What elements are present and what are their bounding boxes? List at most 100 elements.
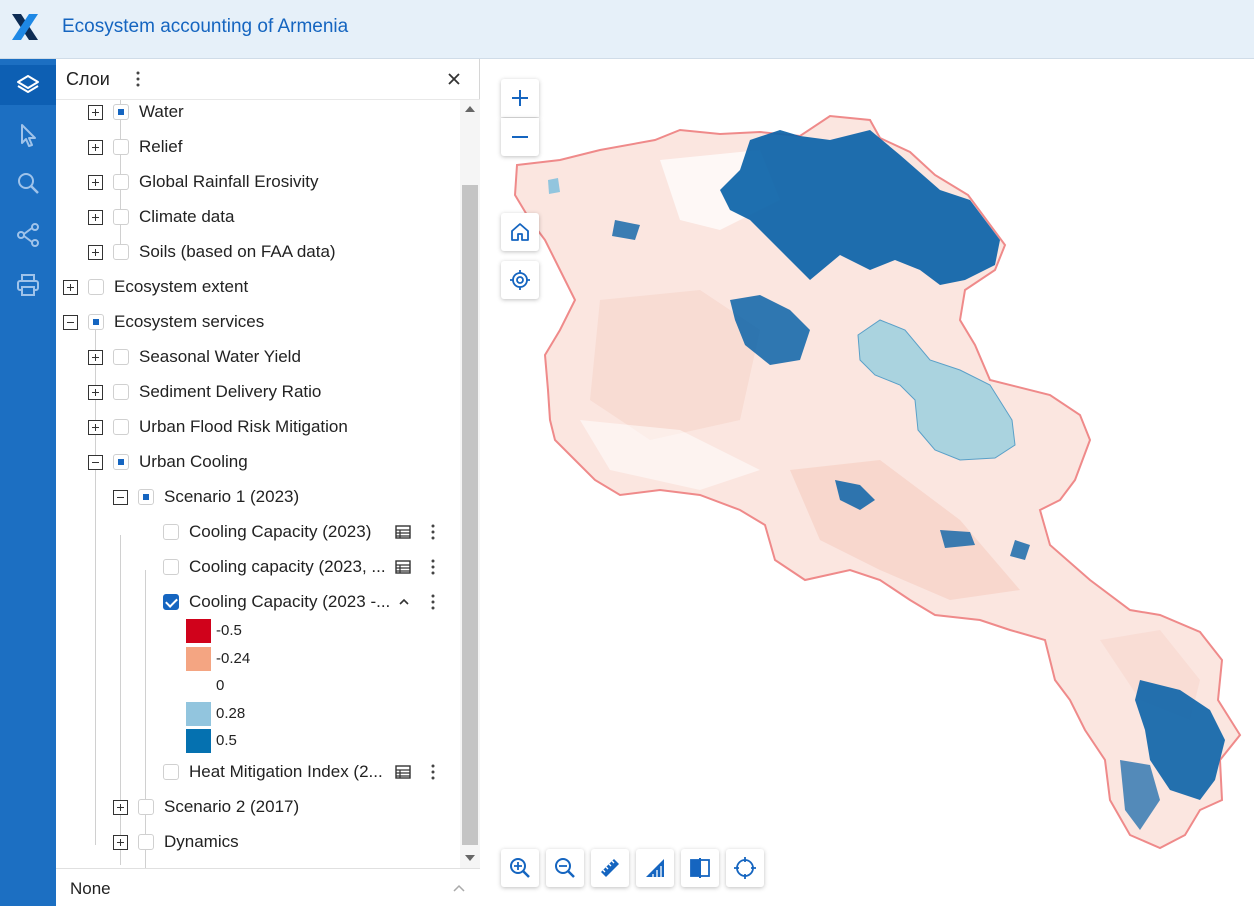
layers-button[interactable] <box>0 65 56 105</box>
scroll-down-arrow[interactable] <box>465 855 475 861</box>
layer-checkbox[interactable] <box>163 594 179 610</box>
layer-checkbox[interactable] <box>113 454 129 470</box>
attribute-table-icon[interactable] <box>394 558 412 576</box>
legend-swatch <box>186 647 211 671</box>
scroll-up-arrow[interactable] <box>465 106 475 112</box>
high-cooling-area <box>612 220 640 240</box>
layer-item-seasonal-water-yield[interactable]: Seasonal Water Yield <box>88 342 301 372</box>
zoom-out-tool-button[interactable] <box>546 849 584 887</box>
expand-icon[interactable] <box>88 209 103 225</box>
layer-checkbox[interactable] <box>88 279 104 295</box>
tree-guide <box>120 535 121 865</box>
layer-item-sediment-delivery[interactable]: Sediment Delivery Ratio <box>88 377 321 407</box>
measure-distance-button[interactable] <box>591 849 629 887</box>
layer-checkbox[interactable] <box>113 209 129 225</box>
search-button[interactable] <box>8 163 48 203</box>
left-toolbar <box>0 59 56 906</box>
more-vertical-icon[interactable] <box>424 763 442 781</box>
layer-checkbox[interactable] <box>113 174 129 190</box>
expand-icon[interactable] <box>88 419 103 435</box>
layer-checkbox[interactable] <box>163 764 179 780</box>
zoom-in-tool-button[interactable] <box>501 849 539 887</box>
layer-checkbox[interactable] <box>113 384 129 400</box>
expand-icon[interactable] <box>113 834 128 850</box>
layer-item-cooling-capacity-2023-b[interactable]: Cooling capacity (2023, ... <box>163 552 386 582</box>
layer-checkbox[interactable] <box>138 799 154 815</box>
layer-checkbox[interactable] <box>113 349 129 365</box>
layer-checkbox[interactable] <box>138 489 154 505</box>
layer-item-urban-flood[interactable]: Urban Flood Risk Mitigation <box>88 412 348 442</box>
expand-icon[interactable] <box>88 244 103 260</box>
layer-item-ecosystem-extent[interactable]: Ecosystem extent <box>63 272 248 302</box>
layer-label: Climate data <box>139 207 235 226</box>
collapse-icon[interactable] <box>113 489 128 505</box>
layer-checkbox[interactable] <box>113 244 129 260</box>
tree-scrollbar[interactable] <box>460 100 480 868</box>
map-view[interactable] <box>481 59 1254 906</box>
layer-label: Cooling capacity (2023, ... <box>189 557 386 576</box>
more-vertical-icon[interactable] <box>424 523 442 541</box>
collapse-icon[interactable] <box>63 314 78 330</box>
select-button[interactable] <box>8 115 48 155</box>
layer-item-ecosystem-services[interactable]: Ecosystem services <box>63 307 264 337</box>
layers-icon <box>17 75 39 93</box>
layer-item-climate-data[interactable]: Climate data <box>88 202 234 232</box>
expand-icon[interactable] <box>63 279 78 295</box>
attribute-table-icon[interactable] <box>394 763 412 781</box>
print-button[interactable] <box>8 265 48 305</box>
locate-icon <box>510 270 530 290</box>
layer-item-scenario-2[interactable]: Scenario 2 (2017) <box>113 792 299 822</box>
zoom-out-button[interactable] <box>501 118 539 156</box>
layer-item-relief[interactable]: Relief <box>88 132 182 162</box>
crosshair-icon <box>734 857 756 879</box>
layer-item-dynamics[interactable]: Dynamics <box>113 827 239 857</box>
home-button[interactable] <box>501 213 539 251</box>
expand-icon[interactable] <box>88 174 103 190</box>
layer-item-rainfall-erosivity[interactable]: Global Rainfall Erosivity <box>88 167 319 197</box>
layer-tree: Water Relief Global Rainfall Erosivity C… <box>56 100 460 868</box>
layer-checkbox[interactable] <box>113 419 129 435</box>
more-vertical-icon[interactable] <box>424 558 442 576</box>
x-logo[interactable] <box>10 12 40 42</box>
app-header: Ecosystem accounting of Armenia <box>0 0 1254 59</box>
chevron-up-icon[interactable] <box>395 593 413 611</box>
layer-item-cooling-capacity-2023-c[interactable]: Cooling Capacity (2023 -... <box>163 587 390 617</box>
attribute-table-icon[interactable] <box>394 523 412 541</box>
locate-button[interactable] <box>501 261 539 299</box>
expand-icon[interactable] <box>88 349 103 365</box>
armenia-map[interactable] <box>481 59 1254 906</box>
crosshair-button[interactable] <box>726 849 764 887</box>
basemap-selector[interactable]: None <box>56 868 480 906</box>
layer-label: Global Rainfall Erosivity <box>139 172 319 191</box>
expand-icon[interactable] <box>88 139 103 155</box>
layer-item-cooling-capacity-2023[interactable]: Cooling Capacity (2023) <box>163 517 371 547</box>
measure-area-button[interactable] <box>636 849 674 887</box>
layer-checkbox[interactable] <box>138 834 154 850</box>
panel-header: Слои <box>56 59 480 100</box>
layer-item-heat-mitigation-index[interactable]: Heat Mitigation Index (2... <box>163 757 383 787</box>
zoom-in-button[interactable] <box>501 79 539 117</box>
expand-icon[interactable] <box>113 799 128 815</box>
layer-checkbox[interactable] <box>88 314 104 330</box>
more-vertical-icon[interactable] <box>424 593 442 611</box>
tree-guide <box>145 570 146 868</box>
layer-item-water[interactable]: Water <box>88 100 184 127</box>
chevron-up-icon[interactable] <box>452 881 466 895</box>
layer-item-scenario-1[interactable]: Scenario 1 (2023) <box>113 482 299 512</box>
layer-checkbox[interactable] <box>163 524 179 540</box>
compare-button[interactable] <box>681 849 719 887</box>
collapse-icon[interactable] <box>88 454 103 470</box>
layer-item-soils[interactable]: Soils (based on FAA data) <box>88 237 336 267</box>
close-icon[interactable] <box>444 69 464 89</box>
expand-icon[interactable] <box>88 104 103 120</box>
layer-checkbox[interactable] <box>163 559 179 575</box>
layer-item-urban-cooling[interactable]: Urban Cooling <box>88 447 248 477</box>
layer-label: Ecosystem extent <box>114 277 249 296</box>
scrollbar-thumb[interactable] <box>462 185 478 845</box>
layer-checkbox[interactable] <box>113 139 129 155</box>
layer-checkbox[interactable] <box>113 104 129 120</box>
more-vertical-icon[interactable] <box>132 69 144 89</box>
share-icon <box>17 223 39 247</box>
expand-icon[interactable] <box>88 384 103 400</box>
share-button[interactable] <box>8 215 48 255</box>
